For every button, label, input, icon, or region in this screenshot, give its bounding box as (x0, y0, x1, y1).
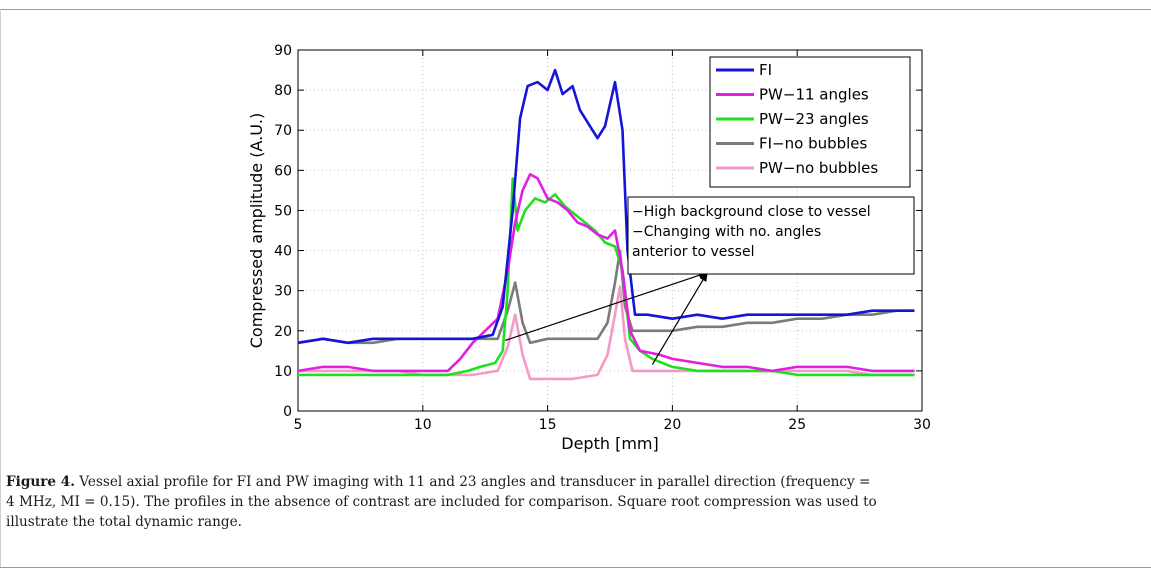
caption-line-2: 4 MHz, MI = 0.15). The profiles in the a… (6, 494, 877, 510)
annotation-line-3: anterior to vessel (632, 244, 754, 260)
annotation: −High background close to vessel −Changin… (504, 196, 915, 365)
left-rule (0, 9, 1, 567)
annotation-arrow-2 (651, 271, 708, 365)
series-line-3 (298, 177, 915, 377)
y-tick-label: 50 (274, 203, 292, 219)
legend-label-2: PW−11 angles (759, 86, 869, 104)
x-tick-label: 30 (913, 417, 931, 433)
y-tick-label: 90 (274, 43, 292, 59)
tick-labels: 5 10 15 20 25 30 0 10 20 30 40 50 60 70 80 90 (274, 43, 931, 433)
legend-label-4: FI−no bubbles (759, 135, 868, 153)
x-tick-label: 25 (788, 417, 806, 433)
caption-line-3: illustrate the total dynamic range. (6, 514, 242, 530)
y-tick-label: 10 (274, 364, 292, 380)
legend-label-1: FI (759, 61, 772, 79)
y-tick-label: 60 (274, 163, 292, 179)
x-tick-label: 5 (294, 417, 303, 433)
x-tick-label: 20 (663, 417, 681, 433)
legend-label-5: PW−no bubbles (759, 159, 878, 177)
annotation-box (627, 196, 915, 275)
bottom-rule (0, 567, 1151, 568)
x-axis-label: Depth [mm] (561, 434, 658, 453)
series-line-1 (297, 68, 915, 345)
annotation-line-2: −Changing with no. angles (632, 224, 821, 240)
legend: FI PW−11 angles PW−23 angles FI−no bubbles P… (709, 56, 911, 188)
y-axis-label: Compressed amplitude (A.U.) (247, 113, 266, 349)
x-tick-label: 10 (414, 417, 432, 433)
series-line-5 (298, 285, 915, 381)
x-tick-label: 15 (539, 417, 557, 433)
legend-box (709, 56, 911, 188)
y-tick-label: 0 (283, 404, 292, 420)
top-rule (0, 9, 1151, 10)
annotation-line-1: −High background close to vessel (632, 204, 871, 220)
y-tick-label: 30 (274, 284, 292, 300)
series-layer (297, 68, 915, 381)
y-tick-label: 40 (274, 244, 292, 260)
y-tick-label: 20 (274, 324, 292, 340)
plot-frame (297, 49, 923, 412)
legend-label-3: PW−23 angles (759, 110, 869, 128)
annotation-arrow-1 (504, 271, 709, 341)
caption-line-1: Vessel axial profile for FI and PW imagi… (79, 474, 871, 490)
figure-caption: Figure 4. Vessel axial profile for FI an… (6, 472, 1126, 532)
line-chart: 5 10 15 20 25 30 0 10 20 30 40 50 60 70 80 90 −High bac… (247, 43, 931, 453)
caption-figure-label: Figure 4. (6, 474, 75, 490)
y-tick-label: 70 (274, 123, 292, 139)
y-tick-label: 80 (274, 83, 292, 99)
series-line-2 (297, 173, 915, 373)
axes (297, 49, 923, 412)
